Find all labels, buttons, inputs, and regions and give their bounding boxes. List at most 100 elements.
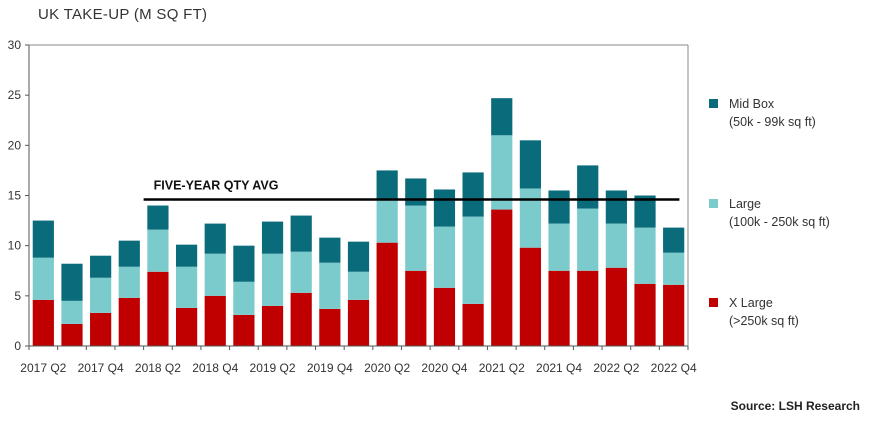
bar-x-large-2019-q4 — [319, 308, 341, 346]
bar-large-2022-q1 — [577, 208, 599, 271]
bar-large-2021-q4 — [548, 223, 570, 271]
x-tick-label: 2020 Q2 — [364, 361, 410, 375]
bar-large-2022-q2 — [605, 223, 627, 268]
x-tick-label: 2018 Q2 — [135, 361, 181, 375]
bar-mid-box-2018-q1 — [118, 240, 140, 267]
bar-mid-box-2017-q3 — [61, 263, 83, 301]
legend-sublabel-large: (100k - 250k sq ft) — [729, 215, 830, 229]
bar-mid-box-2022-q1 — [577, 165, 599, 209]
bar-large-2022-q3 — [634, 227, 656, 284]
y-tick-label: 30 — [8, 38, 22, 52]
bar-mid-box-2017-q2 — [32, 220, 54, 258]
bar-large-2019-q3 — [290, 251, 312, 293]
bar-x-large-2017-q4 — [90, 312, 112, 346]
bar-large-2019-q1 — [233, 281, 255, 315]
bar-x-large-2022-q4 — [663, 284, 685, 346]
bar-large-2019-q2 — [261, 253, 284, 306]
axes-group: 0 5 10 15 20 25 30 2017 Q2 2017 Q4 2018 Q2 2018 Q4… — [8, 38, 697, 375]
bar-large-2020-q3 — [405, 205, 427, 271]
bar-x-large-2018-q3 — [175, 307, 198, 346]
bar-mid-box-2022-q4 — [663, 227, 685, 253]
bar-mid-box-2020-q1 — [347, 241, 370, 272]
bar-mid-box-2021-q4 — [548, 190, 570, 224]
bar-x-large-2020-q2 — [376, 242, 398, 346]
bar-x-large-2019-q3 — [290, 292, 312, 346]
bar-mid-box-2018-q4 — [204, 223, 226, 254]
bar-x-large-2018-q2 — [147, 271, 169, 346]
chart-title: UK TAKE-UP (M SQ FT) — [38, 6, 208, 23]
legend-swatch-large — [709, 199, 718, 208]
bar-mid-box-2019-q3 — [290, 215, 312, 252]
bar-mid-box-2019-q2 — [261, 221, 284, 254]
legend: Mid Box (50k - 99k sq ft) Large (100k - 250… — [709, 97, 830, 328]
bar-mid-box-2021-q3 — [519, 140, 542, 189]
x-tick-label: 2021 Q2 — [479, 361, 525, 375]
bar-mid-box-2020-q4 — [433, 189, 456, 227]
y-tick-label: 20 — [8, 138, 22, 152]
bar-x-large-2022-q1 — [577, 270, 599, 346]
y-tick-label: 10 — [8, 239, 22, 253]
bar-large-2021-q3 — [519, 188, 542, 248]
bar-large-2018-q1 — [118, 266, 140, 298]
bar-mid-box-2017-q4 — [90, 255, 112, 278]
bar-mid-box-2019-q4 — [319, 237, 341, 263]
y-tick-label: 25 — [8, 88, 22, 102]
bar-mid-box-2020-q3 — [405, 178, 427, 206]
legend-label-mid-box: Mid Box — [729, 97, 775, 111]
bar-large-2020-q1 — [347, 271, 370, 300]
bar-mid-box-2020-q2 — [376, 170, 398, 201]
bar-mid-box-2018-q2 — [147, 205, 169, 230]
bar-x-large-2017-q2 — [32, 299, 54, 346]
y-tick-label: 0 — [14, 339, 21, 353]
five-year-avg-label: FIVE-YEAR QTY AVG — [154, 179, 279, 193]
x-tick-label: 2021 Q4 — [536, 361, 582, 375]
bar-x-large-2020-q4 — [433, 287, 456, 346]
x-tick-label: 2018 Q4 — [192, 361, 238, 375]
bar-large-2018-q2 — [147, 229, 169, 272]
y-tick-label: 5 — [14, 289, 21, 303]
x-tick-label: 2019 Q4 — [307, 361, 353, 375]
bar-large-2017-q4 — [90, 277, 112, 313]
bar-mid-box-2018-q3 — [175, 244, 198, 267]
x-tick-label: 2022 Q2 — [593, 361, 639, 375]
y-tick-label: 15 — [8, 189, 22, 203]
bar-x-large-2021-q3 — [519, 247, 542, 346]
bars-group — [32, 98, 685, 346]
x-tick-label: 2022 Q4 — [651, 361, 697, 375]
bar-large-2020-q4 — [433, 226, 456, 288]
bar-x-large-2021-q2 — [491, 209, 513, 346]
bar-x-large-2019-q1 — [233, 314, 255, 346]
source-note: Source: LSH Research — [730, 399, 860, 413]
bar-x-large-2021-q4 — [548, 270, 570, 346]
legend-swatch-mid-box — [709, 99, 718, 108]
bar-large-2022-q4 — [663, 252, 685, 285]
x-tick-label: 2020 Q4 — [421, 361, 467, 375]
bar-mid-box-2019-q1 — [233, 245, 255, 282]
bar-mid-box-2021-q1 — [462, 172, 484, 217]
bar-large-2021-q1 — [462, 216, 484, 304]
legend-sublabel-x-large: (>250k sq ft) — [729, 314, 799, 328]
bar-large-2017-q2 — [32, 257, 54, 300]
bar-large-2018-q4 — [204, 253, 226, 296]
bar-mid-box-2021-q2 — [491, 98, 513, 136]
bar-x-large-2018-q1 — [118, 297, 140, 346]
x-tick-label: 2019 Q2 — [250, 361, 296, 375]
bar-large-2020-q2 — [376, 200, 398, 243]
bar-large-2019-q4 — [319, 262, 341, 309]
bar-large-2018-q3 — [175, 266, 198, 308]
bar-x-large-2022-q2 — [605, 267, 627, 346]
bar-x-large-2018-q4 — [204, 295, 226, 346]
bar-x-large-2019-q2 — [261, 305, 284, 346]
bar-x-large-2020-q1 — [347, 299, 370, 346]
legend-label-large: Large — [729, 197, 761, 211]
bar-x-large-2020-q3 — [405, 270, 427, 346]
bar-large-2017-q3 — [61, 300, 83, 324]
bar-mid-box-2022-q3 — [634, 195, 656, 228]
legend-label-x-large: X Large — [729, 296, 773, 310]
x-tick-label: 2017 Q4 — [78, 361, 124, 375]
bar-mid-box-2022-q2 — [605, 190, 627, 224]
legend-sublabel-mid-box: (50k - 99k sq ft) — [729, 115, 816, 129]
legend-swatch-x-large — [709, 298, 718, 307]
bar-x-large-2017-q3 — [61, 323, 83, 346]
